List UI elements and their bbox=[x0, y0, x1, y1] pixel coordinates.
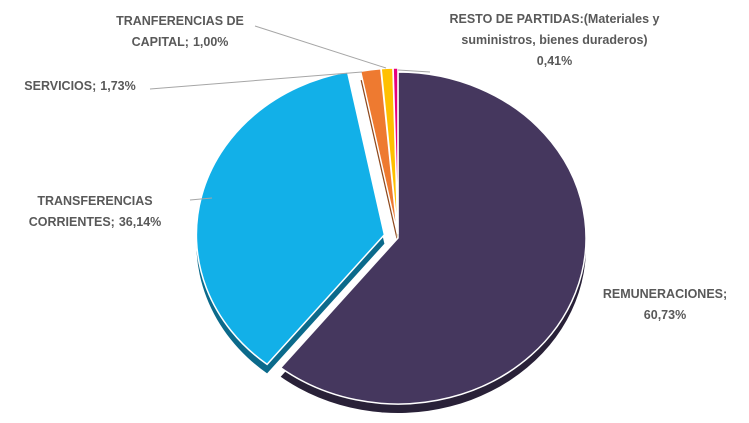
category-label: SERVICIOS; bbox=[24, 79, 97, 93]
category-label: TRANFERENCIAS DE CAPITAL; bbox=[116, 14, 244, 49]
slice-label: REMUNERACIONES; 60,73% bbox=[585, 284, 745, 326]
slice-label: TRANFERENCIAS DE CAPITAL; 1,00% bbox=[95, 11, 265, 53]
slice-label: TRANSFERENCIAS CORRIENTES; 36,14% bbox=[5, 191, 185, 233]
category-label: RESTO DE PARTIDAS:(Materiales y suminist… bbox=[449, 12, 660, 47]
slice-depth bbox=[360, 77, 398, 244]
slice bbox=[392, 67, 399, 235]
slice bbox=[279, 71, 587, 405]
value-label: 0,41% bbox=[536, 54, 573, 68]
value-label: 36,14% bbox=[118, 215, 162, 229]
value-label: 1,73% bbox=[100, 79, 136, 93]
slice-label: RESTO DE PARTIDAS:(Materiales y suminist… bbox=[432, 9, 677, 72]
category-label: REMUNERACIONES; bbox=[602, 287, 728, 301]
slice-label: SERVICIOS; 1,73% bbox=[5, 76, 155, 97]
value-label: 60,73% bbox=[643, 308, 687, 322]
leader-line bbox=[254, 25, 387, 69]
slice bbox=[195, 71, 386, 366]
leader-line bbox=[189, 197, 213, 201]
value-label: 1,00% bbox=[192, 35, 229, 49]
leader-line bbox=[397, 69, 431, 73]
category-label: TRANSFERENCIAS CORRIENTES; bbox=[28, 194, 153, 229]
leader-line bbox=[149, 71, 363, 90]
